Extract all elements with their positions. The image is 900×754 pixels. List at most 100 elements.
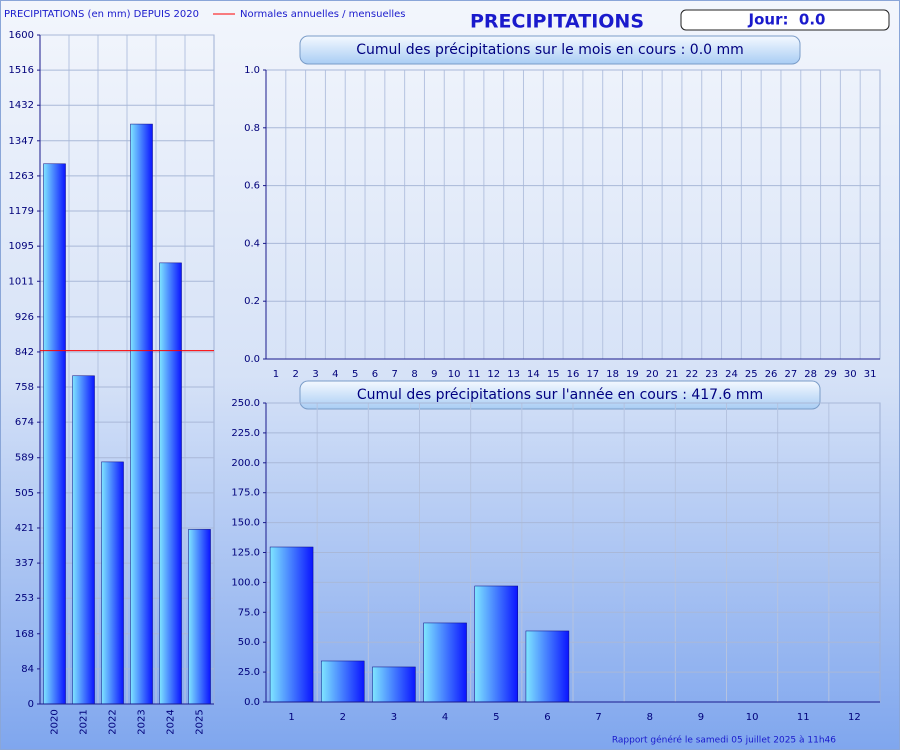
x-tick-label: 10 (448, 369, 461, 380)
y-tick-label: 674 (15, 417, 34, 428)
x-tick-label: 16 (567, 369, 580, 380)
y-tick-label: 1263 (9, 171, 34, 182)
x-tick-label: 9 (431, 369, 437, 380)
day-box (680, 9, 890, 31)
y-tick-label: 168 (15, 629, 34, 640)
x-tick-label: 4 (332, 369, 338, 380)
chart-title: Cumul des précipitations sur l'année en … (357, 387, 763, 403)
bar (101, 461, 124, 705)
y-tick-label: 505 (15, 488, 34, 499)
x-tick-label: 21 (666, 369, 679, 380)
y-tick-label: 1011 (9, 276, 34, 287)
x-tick-label: 18 (606, 369, 619, 380)
x-tick-label: 5 (352, 369, 358, 380)
y-tick-label: 50.0 (238, 637, 260, 648)
title-box (299, 380, 821, 410)
y-tick-label: 1600 (9, 30, 34, 41)
bar (159, 262, 182, 705)
x-tick-label: 11 (468, 369, 481, 380)
x-tick-label: 12 (487, 369, 500, 380)
page-title: PRECIPITATIONS (470, 11, 644, 33)
x-tick-label: 26 (765, 369, 778, 380)
x-tick-label: 2025 (195, 709, 206, 734)
y-tick-label: 175.0 (231, 488, 260, 499)
y-tick-label: 337 (15, 558, 34, 569)
x-tick-label: 8 (411, 369, 417, 380)
y-tick-label: 84 (21, 664, 34, 675)
chart-title: Cumul des précipitations sur le mois en … (356, 42, 744, 58)
x-tick-label: 24 (725, 369, 738, 380)
bar (130, 123, 153, 705)
x-tick-label: 3 (391, 712, 397, 723)
x-tick-label: 28 (804, 369, 817, 380)
x-tick-label: 4 (442, 712, 448, 723)
bar (423, 622, 467, 703)
y-tick-label: 1179 (9, 206, 34, 217)
bar (474, 585, 518, 703)
y-tick-label: 0.4 (244, 238, 260, 249)
x-tick-label: 11 (797, 712, 810, 723)
x-tick-label: 20 (646, 369, 659, 380)
bar (188, 529, 211, 705)
x-tick-label: 31 (864, 369, 877, 380)
bar (43, 163, 66, 705)
y-tick-label: 842 (15, 347, 34, 358)
x-tick-label: 14 (527, 369, 540, 380)
x-tick-label: 2 (293, 369, 299, 380)
y-tick-label: 100.0 (231, 577, 260, 588)
x-tick-label: 23 (705, 369, 718, 380)
bar (372, 666, 416, 703)
x-tick-label: 2021 (79, 709, 90, 734)
x-tick-label: 1 (273, 369, 279, 380)
y-tick-label: 1347 (9, 136, 34, 147)
x-tick-label: 13 (507, 369, 520, 380)
y-tick-label: 25.0 (238, 667, 260, 678)
x-tick-label: 6 (372, 369, 378, 380)
footer: Rapport généré le samedi 05 juillet 2025… (612, 735, 836, 746)
bar (525, 630, 570, 703)
x-tick-label: 6 (544, 712, 550, 723)
x-tick-label: 8 (647, 712, 653, 723)
x-tick-label: 2024 (166, 709, 177, 734)
x-tick-label: 17 (586, 369, 599, 380)
y-tick-label: 225.0 (231, 428, 260, 439)
x-tick-label: 29 (824, 369, 837, 380)
bar (269, 546, 314, 703)
title-box (299, 35, 801, 65)
bar (321, 660, 365, 703)
y-tick-label: 0.6 (244, 181, 260, 192)
x-tick-label: 19 (626, 369, 639, 380)
day-value: Jour: 0.0 (748, 11, 826, 29)
y-tick-label: 250.0 (231, 398, 260, 409)
x-tick-label: 12 (848, 712, 861, 723)
y-tick-label: 200.0 (231, 458, 260, 469)
x-tick-label: 27 (785, 369, 798, 380)
y-tick-label: 0.8 (244, 123, 260, 134)
y-tick-label: 0.0 (244, 697, 260, 708)
y-tick-label: 125.0 (231, 548, 260, 559)
x-tick-label: 30 (844, 369, 857, 380)
y-tick-label: 0 (28, 699, 34, 710)
chart-title: PRECIPITATIONS (en mm) DEPUIS 2020 (4, 9, 199, 20)
y-tick-label: 1.0 (244, 65, 260, 76)
x-tick-label: 15 (547, 369, 560, 380)
x-tick-label: 7 (392, 369, 398, 380)
y-tick-label: 589 (15, 453, 34, 464)
x-tick-label: 5 (493, 712, 499, 723)
x-tick-label: 1 (288, 712, 294, 723)
x-tick-label: 7 (595, 712, 601, 723)
x-tick-label: 2023 (137, 709, 148, 734)
x-tick-label: 22 (685, 369, 698, 380)
x-tick-label: 2 (340, 712, 346, 723)
y-tick-label: 1432 (9, 100, 34, 111)
x-tick-label: 3 (312, 369, 318, 380)
y-tick-label: 253 (15, 593, 34, 604)
y-tick-label: 1095 (9, 241, 34, 252)
y-tick-label: 75.0 (238, 607, 260, 618)
y-tick-label: 421 (15, 523, 34, 534)
x-tick-label: 2022 (108, 709, 119, 734)
x-tick-label: 2020 (50, 709, 61, 734)
x-tick-label: 10 (746, 712, 759, 723)
